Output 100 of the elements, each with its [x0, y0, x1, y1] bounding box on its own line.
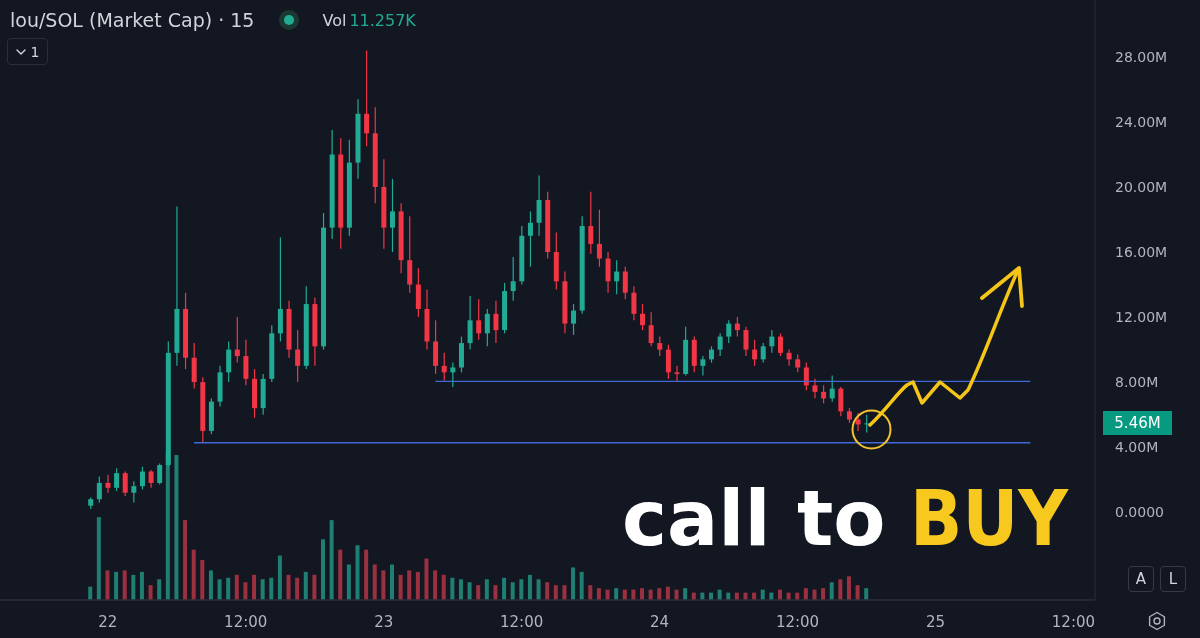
x-tick-label: 12:00 — [500, 612, 544, 631]
bar — [527, 574, 532, 600]
bar — [821, 588, 826, 600]
bar — [484, 579, 489, 600]
candlestick — [717, 332, 723, 357]
candlestick — [596, 209, 602, 268]
bar — [364, 549, 369, 600]
candlestick — [122, 470, 128, 497]
candlestick — [131, 480, 137, 504]
bar — [657, 588, 662, 600]
bar — [295, 577, 300, 600]
x-tick-label: 23 — [374, 612, 394, 631]
bar — [476, 585, 481, 600]
bar — [846, 576, 851, 600]
candlestick — [243, 339, 249, 386]
y-tick-label: 4.00M — [1115, 439, 1159, 456]
bar — [493, 585, 498, 600]
candlestick — [364, 49, 370, 147]
bar — [510, 582, 515, 600]
candlestick — [389, 178, 395, 253]
candlestick — [493, 300, 499, 344]
bar — [467, 582, 472, 600]
bar — [260, 579, 265, 600]
candlestick — [743, 326, 749, 357]
candlestick — [295, 329, 301, 383]
candlestick — [829, 375, 835, 403]
bar — [829, 582, 834, 600]
candlestick — [777, 332, 783, 357]
bar — [588, 585, 593, 600]
bar — [545, 582, 550, 600]
candlestick — [648, 311, 654, 347]
bar — [114, 571, 119, 600]
bar — [355, 545, 360, 600]
candlestick — [812, 378, 818, 399]
candlestick — [96, 475, 102, 504]
candlestick — [571, 303, 577, 336]
bar — [665, 586, 670, 600]
candlestick — [665, 344, 671, 380]
bar — [450, 577, 455, 600]
bar — [346, 564, 351, 600]
candlestick — [234, 316, 240, 364]
candlestick — [657, 335, 663, 357]
bar — [415, 571, 420, 600]
bar — [321, 539, 326, 600]
candlestick — [726, 319, 732, 344]
y-tick-label: 20.00M — [1115, 178, 1168, 195]
bar — [553, 585, 558, 600]
candlestick — [139, 466, 145, 491]
candlestick — [734, 316, 740, 338]
candlestick — [441, 352, 447, 382]
y-tick-label: 8.00M — [1115, 374, 1159, 391]
candlestick — [631, 285, 637, 321]
candlestick — [674, 365, 680, 383]
bar — [441, 574, 446, 600]
annotation: BUY — [910, 474, 1085, 563]
bar — [200, 560, 205, 600]
candlestick — [467, 295, 473, 351]
annotation: call to — [622, 474, 886, 563]
bar — [269, 577, 274, 600]
x-tick-label: 25 — [925, 612, 946, 631]
candlestick — [114, 467, 120, 492]
bar — [407, 570, 412, 600]
bar — [105, 570, 110, 600]
y-tick-label: 16.00M — [1115, 244, 1168, 260]
x-tick-label: 12:00 — [775, 612, 820, 631]
bar — [217, 579, 222, 600]
bar — [139, 571, 144, 600]
bar — [312, 574, 317, 600]
candlestick — [640, 303, 646, 331]
bar — [458, 579, 463, 600]
candlestick — [786, 348, 792, 367]
bar — [433, 570, 438, 600]
annotation: Vol — [322, 10, 347, 30]
x-tick-label: 12:00 — [224, 612, 268, 631]
toggle-button: L — [1160, 566, 1186, 592]
bar — [571, 567, 576, 600]
bar — [338, 549, 343, 600]
bar — [96, 517, 101, 600]
bar — [148, 585, 153, 600]
bar — [243, 582, 248, 600]
bar — [234, 574, 239, 600]
candlestick — [769, 329, 775, 354]
bar — [614, 588, 619, 600]
candlestick — [476, 298, 482, 341]
bar — [803, 588, 808, 600]
annotation: 11.257K — [349, 10, 416, 30]
bar — [838, 579, 843, 600]
bar — [519, 579, 524, 600]
bar — [372, 564, 377, 600]
candlestick — [157, 462, 163, 486]
bar — [183, 520, 188, 600]
candlestick — [510, 256, 516, 302]
bar — [640, 588, 645, 600]
candlestick — [588, 191, 594, 255]
bar — [303, 571, 308, 600]
y-tick-label: 28.00M — [1115, 48, 1168, 65]
bar — [398, 574, 403, 600]
candlestick — [527, 210, 533, 268]
toggle-button: A — [1128, 566, 1154, 592]
bar — [191, 549, 196, 600]
